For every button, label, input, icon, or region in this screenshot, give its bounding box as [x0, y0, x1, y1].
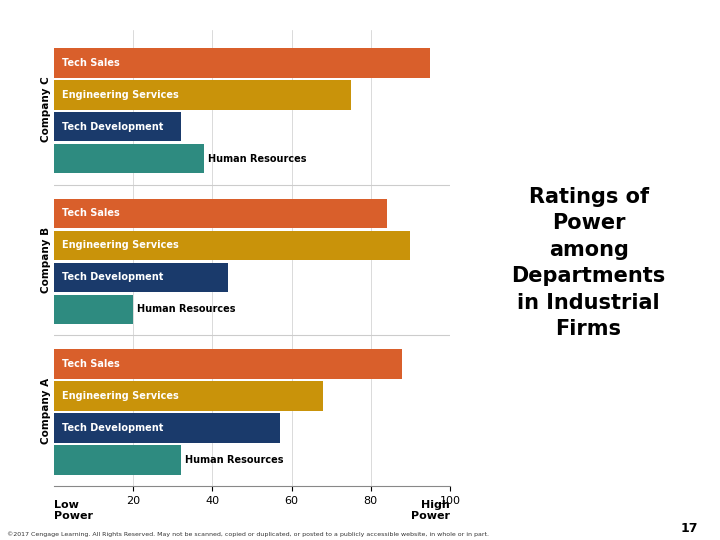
Bar	[54, 199, 387, 228]
Bar	[54, 381, 323, 411]
Text: Ratings of
Power
among
Departments
in Industrial
Firms: Ratings of Power among Departments in In…	[511, 187, 666, 339]
Bar	[54, 413, 280, 443]
Text: Tech Development: Tech Development	[62, 423, 163, 433]
Bar	[54, 295, 133, 324]
Text: Engineering Services: Engineering Services	[62, 391, 179, 401]
Text: 17: 17	[681, 522, 698, 535]
Text: Human Resources: Human Resources	[209, 154, 307, 164]
Text: Engineering Services: Engineering Services	[62, 240, 179, 251]
Bar	[54, 349, 402, 379]
Text: Human Resources: Human Resources	[137, 305, 235, 314]
Text: Tech Sales: Tech Sales	[62, 359, 120, 369]
Text: Human Resources: Human Resources	[184, 455, 283, 465]
Text: Low
Power: Low Power	[54, 500, 93, 521]
Bar	[54, 144, 204, 173]
Bar	[54, 445, 181, 475]
Bar	[54, 112, 181, 141]
Text: Tech Development: Tech Development	[62, 272, 163, 282]
Text: Engineering Services: Engineering Services	[62, 90, 179, 100]
Bar	[54, 80, 351, 110]
Text: Tech Development: Tech Development	[62, 122, 163, 132]
Bar	[54, 262, 228, 292]
Bar	[54, 48, 431, 78]
Text: Tech Sales: Tech Sales	[62, 208, 120, 219]
Bar	[54, 231, 410, 260]
Text: ©2017 Cengage Learning. All Rights Reserved. May not be scanned, copied or dupli: ©2017 Cengage Learning. All Rights Reser…	[7, 532, 489, 537]
Text: Tech Sales: Tech Sales	[62, 58, 120, 68]
Text: High
Power: High Power	[411, 500, 450, 521]
